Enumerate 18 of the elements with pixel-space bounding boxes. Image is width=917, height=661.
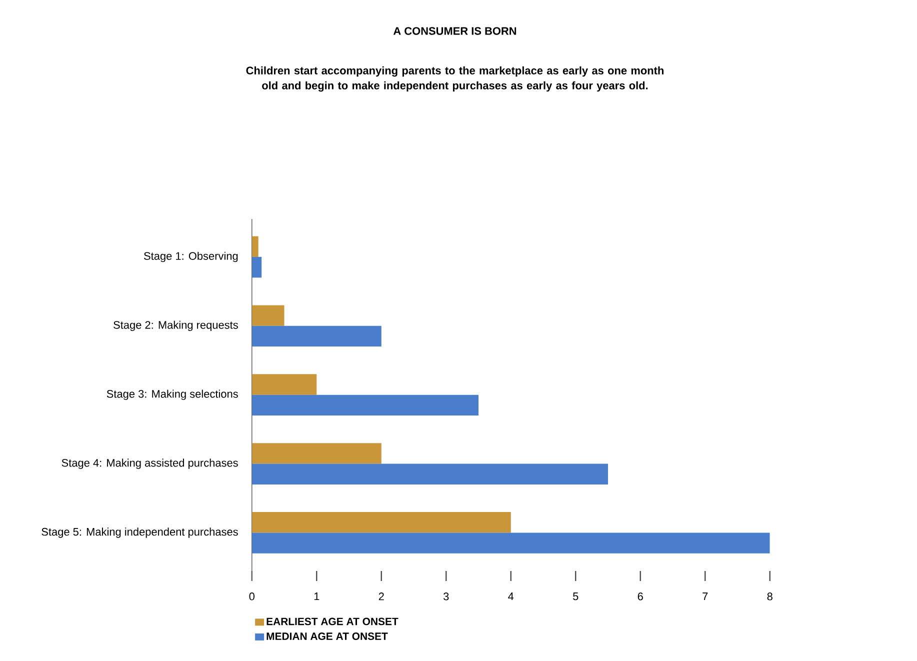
chart-title: A CONSUMER IS BORN <box>393 27 516 35</box>
y-tick-label: Stage 2: Making requests <box>114 320 238 331</box>
y-tick-label: Stage 4: Making assisted purchases <box>62 458 238 469</box>
y-tick-label: Stage 1: Observing <box>144 252 238 262</box>
x-tick-label: 7 <box>702 592 708 600</box>
legend-label: MEDIAN AGE AT ONSET <box>266 632 388 640</box>
x-tick-label: 6 <box>638 592 643 600</box>
x-tick-label: 5 <box>573 592 578 600</box>
legend-label: EARLIEST AGE AT ONSET <box>266 618 398 626</box>
x-tick-label: 2 <box>378 592 384 600</box>
chart-subtitle: Children start accompanying parents to the marketplace as early as one month old and begin to make independent purchases as early as four years old. <box>246 66 664 92</box>
x-tick-label: 1 <box>314 592 320 600</box>
x-tick-label: 8 <box>767 592 772 600</box>
x-tick-label: 3 <box>444 592 449 600</box>
x-tick-label: 4 <box>508 592 514 600</box>
x-tick-label: 0 <box>249 592 254 600</box>
y-tick-label: Stage 5: Making independent purchases <box>42 528 238 538</box>
y-tick-label: Stage 3: Making selections <box>106 390 238 400</box>
